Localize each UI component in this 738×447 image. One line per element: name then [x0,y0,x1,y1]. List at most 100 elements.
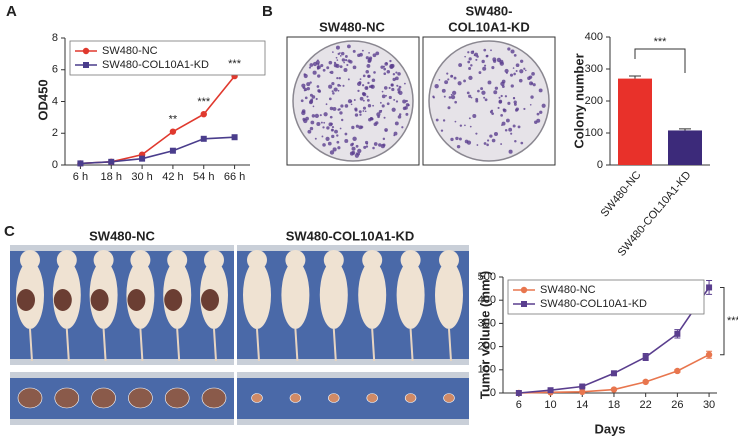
ruler [10,372,234,378]
x-tick-label: 30 h [131,171,152,183]
colony [364,140,369,145]
colony [328,97,332,101]
series-line [80,136,235,165]
colony [376,112,381,117]
colony [332,92,335,95]
marker [610,370,617,377]
colony [309,126,314,131]
colony [504,128,508,132]
colony [486,143,489,147]
colony [468,117,471,120]
colony [393,131,398,136]
colony [381,104,385,108]
tumor [404,393,417,403]
colony [514,140,517,143]
colony [444,80,449,85]
panel-label: C [4,223,15,240]
colony [301,110,306,116]
colony [307,129,312,134]
x-tick-label: 6 [516,399,522,411]
mouse-tail [371,328,376,362]
colony [332,106,337,111]
colony [513,102,517,106]
colony [447,78,450,81]
marker [579,388,586,396]
colony [481,90,486,95]
marker [200,111,207,118]
colony [333,63,338,68]
ruler [237,372,469,378]
y-tick-label: 0 [52,159,58,171]
colony [330,122,333,126]
colony [451,75,453,77]
colony [474,52,479,57]
mouse-head [167,250,188,270]
colony [370,117,374,121]
photo-background [10,245,234,365]
error-bar [629,75,641,79]
mouse-body [281,261,310,329]
colony [325,136,330,141]
colony [338,108,341,111]
colony [481,59,485,64]
colony [306,82,311,87]
colony [352,136,357,141]
colony [392,73,396,76]
colony [512,124,516,128]
y-tick-label: 300 [478,317,496,329]
colony [303,89,306,92]
bar [618,78,652,165]
colony [309,63,314,67]
colony [365,56,369,60]
colony [524,69,527,72]
significance: *** [654,36,668,48]
colony [350,103,353,106]
colony [360,125,364,129]
colony [316,85,320,88]
colony [523,67,526,70]
ruler [10,359,234,365]
colony [478,71,482,74]
colony [352,49,356,53]
colony [312,70,317,75]
colony [336,134,339,137]
x-tick-label: 30 [703,399,715,411]
colony [301,83,306,88]
mouse-body [358,261,387,329]
colony [365,69,369,74]
colony [343,61,345,64]
photo-background [237,372,469,425]
colony [328,84,333,89]
mouse-head [285,250,306,270]
colony [384,128,388,132]
colony [371,78,376,82]
colony [368,52,370,54]
marker [706,284,713,291]
colony [388,95,392,100]
colony [323,121,326,124]
colony [513,100,517,104]
colony [466,91,470,95]
mouse-body [435,261,463,329]
colony [491,66,495,70]
colony [470,64,473,67]
colony [394,76,399,81]
colony [375,121,379,125]
colony [505,118,510,123]
colony [362,110,365,112]
marker [520,286,528,294]
colony [454,120,457,123]
colony [492,59,497,63]
tumor [128,387,153,409]
y-tick-label: 4 [52,95,58,107]
colony [446,72,449,75]
colony [383,65,386,68]
colony [335,56,338,59]
colony [470,96,473,99]
y-tick-label: 8 [52,32,58,44]
colony [517,125,521,129]
mouse-tail [139,328,144,362]
x-tick-label: 22 [640,399,652,411]
colony [493,131,498,137]
